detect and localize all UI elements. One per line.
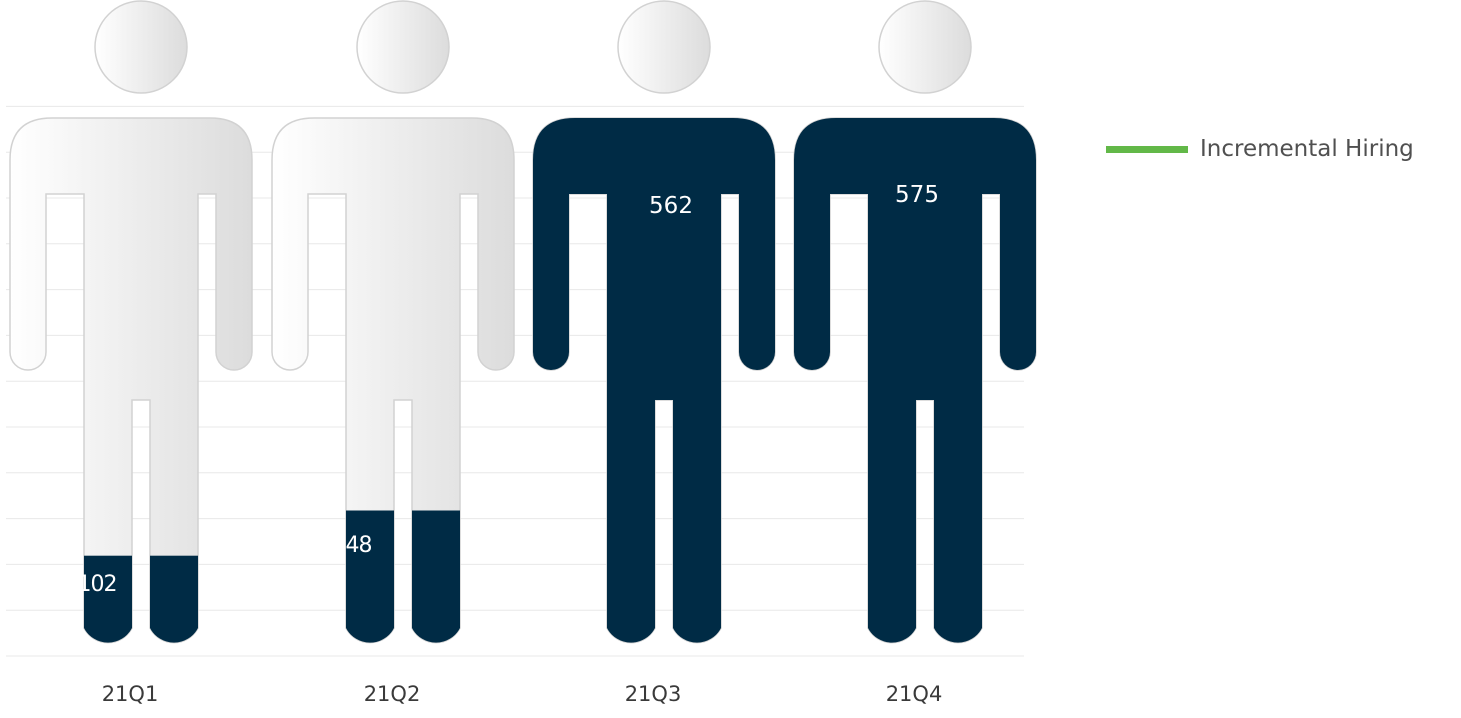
category-label: 21Q4 (886, 682, 943, 706)
figure-head (94, 0, 188, 94)
figure-21Q2 (271, 0, 515, 644)
bar-fill (794, 118, 1036, 643)
category-label: 21Q1 (102, 682, 159, 706)
legend-swatch-incremental-hiring (1106, 145, 1188, 153)
figure-head (617, 0, 711, 94)
figure-head (878, 0, 972, 94)
legend: Incremental Hiring (1106, 136, 1414, 162)
figures (9, 0, 1037, 644)
bar-fill (533, 118, 775, 643)
category-label: 21Q2 (364, 682, 421, 706)
data-label: 562 (649, 193, 693, 219)
labels: 102 21Q1 148 21Q2 562 21Q3 575 21Q4 (78, 182, 943, 706)
figure-21Q3 (532, 0, 776, 644)
bar-fill (10, 555, 252, 643)
data-label: 148 (333, 533, 372, 558)
data-label: 102 (78, 572, 117, 597)
data-label: 575 (895, 182, 939, 208)
figure-head (356, 0, 450, 94)
bar-fill (272, 510, 514, 643)
category-label: 21Q3 (625, 682, 682, 706)
figure-21Q4 (793, 0, 1037, 644)
legend-label-incremental-hiring: Incremental Hiring (1200, 136, 1414, 162)
figure-21Q1 (9, 0, 253, 644)
